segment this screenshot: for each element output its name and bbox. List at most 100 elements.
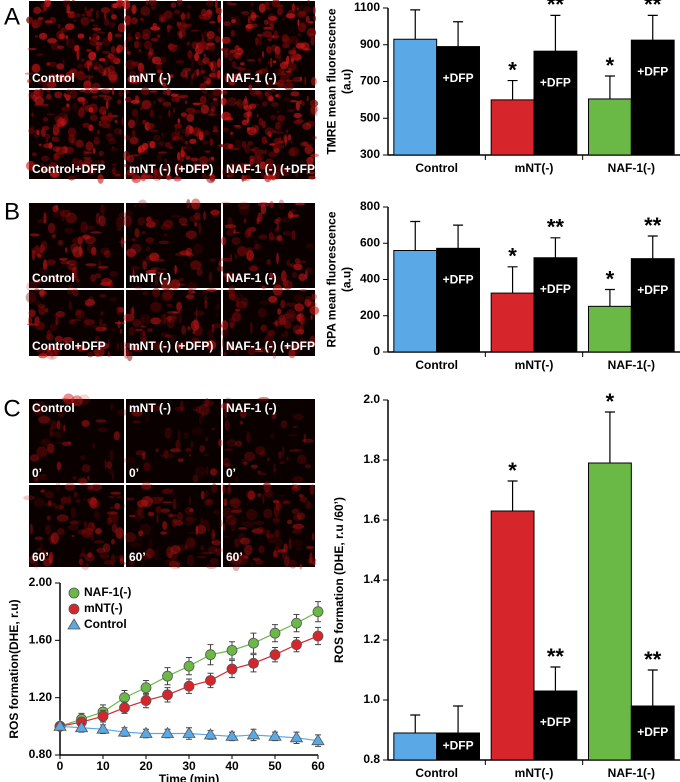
cell-signal xyxy=(130,154,141,157)
cell-signal xyxy=(283,320,292,329)
cell-signal xyxy=(251,23,258,28)
cell-signal xyxy=(45,164,52,168)
bar xyxy=(490,99,535,156)
cell-signal xyxy=(279,498,286,507)
cell-signal xyxy=(243,555,249,559)
cell-signal xyxy=(231,311,242,322)
cell-signal xyxy=(208,21,216,24)
y-tick-label: 800 xyxy=(360,199,380,213)
marker xyxy=(225,729,239,741)
cell-signal xyxy=(141,553,152,560)
cell-signal xyxy=(225,271,236,282)
cell-signal xyxy=(255,70,263,75)
cell-signal xyxy=(180,149,185,157)
cell-signal xyxy=(211,540,214,544)
cell-signal xyxy=(67,441,71,444)
cell-signal xyxy=(87,552,93,558)
cell-signal xyxy=(119,240,127,245)
cell-signal xyxy=(176,544,189,552)
cell-signal xyxy=(246,489,256,500)
cell-signal xyxy=(192,291,196,294)
bar-label: +DFP xyxy=(540,75,571,89)
cell-signal xyxy=(281,70,286,76)
cell-signal xyxy=(128,164,133,169)
cell-signal xyxy=(245,509,258,521)
cell-signal xyxy=(244,95,248,104)
micrograph-texture xyxy=(122,287,223,362)
cell-signal xyxy=(255,446,266,455)
cell-signal xyxy=(201,35,204,44)
cell-signal xyxy=(254,243,262,251)
micrograph-texture xyxy=(25,285,127,360)
cell-signal xyxy=(186,113,195,122)
cell-signal xyxy=(201,551,213,555)
cell-signal xyxy=(88,484,94,490)
cell-signal xyxy=(53,505,65,510)
cell-signal xyxy=(270,433,275,440)
cell-signal xyxy=(78,558,84,566)
cell-signal xyxy=(184,515,194,527)
cell-signal xyxy=(110,46,116,54)
cell-signal xyxy=(70,275,79,281)
cell-signal xyxy=(130,307,135,316)
cell-signal xyxy=(88,107,94,113)
cell-signal xyxy=(48,551,54,564)
cell-signal xyxy=(274,227,279,233)
cell-signal xyxy=(270,88,276,92)
cell-signal xyxy=(170,279,181,290)
cell-signal xyxy=(91,325,100,329)
cell-signal xyxy=(27,91,36,100)
cell-signal xyxy=(33,6,42,15)
cell-signal xyxy=(295,39,299,46)
cell-signal xyxy=(269,57,273,68)
cell-signal xyxy=(133,40,140,49)
cell-signal xyxy=(174,519,184,526)
cell-signal xyxy=(38,473,48,481)
cell-signal xyxy=(263,508,273,519)
cell-signal xyxy=(80,455,86,460)
marker xyxy=(139,726,153,738)
cell-signal xyxy=(155,61,162,71)
cell-signal xyxy=(196,68,200,77)
cell-signal xyxy=(131,305,135,318)
cell-signal xyxy=(246,110,253,118)
cell-signal xyxy=(83,521,88,529)
cell-signal xyxy=(252,103,260,106)
cell-signal xyxy=(85,141,94,151)
x-axis-label: Time (min) xyxy=(159,772,219,782)
cell-signal xyxy=(45,89,49,93)
cell-signal xyxy=(184,543,188,550)
cell-signal xyxy=(204,12,210,17)
cell-signal xyxy=(103,560,114,565)
cell-signal xyxy=(138,512,145,519)
cell-signal xyxy=(75,278,80,283)
cell-signal xyxy=(199,415,203,426)
cell-signal xyxy=(217,58,221,68)
marker xyxy=(160,726,175,738)
cell-signal xyxy=(207,527,211,532)
cell-signal xyxy=(46,515,51,521)
cell-signal xyxy=(306,96,309,102)
cell-signal xyxy=(139,106,144,111)
cell-signal xyxy=(170,93,178,97)
cell-signal xyxy=(51,134,55,141)
cell-signal xyxy=(55,310,66,318)
bar xyxy=(436,732,480,761)
cell-signal xyxy=(196,405,201,415)
y-tick-label: 400 xyxy=(360,272,380,286)
cell-signal xyxy=(267,60,270,65)
cell-signal xyxy=(88,498,100,509)
bar xyxy=(588,98,632,156)
cell-signal xyxy=(131,4,137,15)
cell-signal xyxy=(306,171,316,175)
cell-signal xyxy=(166,303,173,307)
cell-signal xyxy=(140,174,147,182)
cell-signal xyxy=(162,346,167,352)
cell-signal xyxy=(98,58,106,62)
cell-signal xyxy=(261,101,268,107)
cell-signal xyxy=(272,499,280,504)
cell-signal xyxy=(151,287,161,298)
cell-signal xyxy=(308,560,315,566)
cell-signal xyxy=(155,448,159,453)
micrograph-texture xyxy=(221,0,317,92)
